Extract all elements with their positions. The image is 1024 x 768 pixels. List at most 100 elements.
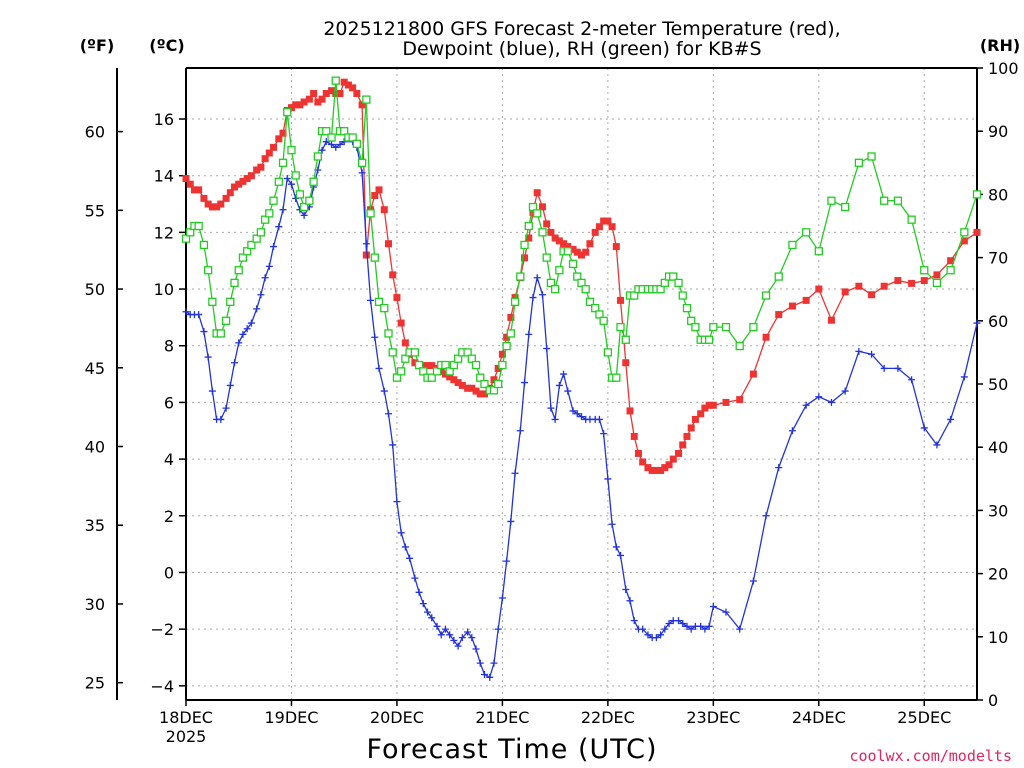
2-meter-temperature-point	[525, 234, 533, 242]
2-meter-temperature-point	[498, 350, 506, 358]
rh-point	[194, 221, 203, 231]
dewpoint-point	[283, 175, 291, 183]
dewpoint-point	[476, 659, 484, 667]
rh-point	[524, 221, 533, 231]
2-meter-temperature-point	[247, 172, 255, 180]
2-meter-temperature-line	[185, 81, 978, 472]
dewpoint-point	[511, 469, 519, 477]
rh-point	[621, 335, 630, 344]
2-meter-temperature-point	[332, 90, 340, 98]
rh-point	[295, 190, 305, 199]
2-meter-temperature-point	[960, 237, 968, 245]
rh-point	[573, 272, 582, 281]
dewpoint-point	[516, 427, 524, 435]
dewpoint-point	[239, 330, 247, 338]
rh-point	[243, 247, 252, 256]
rh-point	[230, 278, 239, 288]
2-meter-temperature-point	[265, 149, 273, 157]
dewpoint-point	[762, 512, 770, 520]
2-meter-temperature-point	[788, 302, 796, 310]
axes: 18DEC 19DEC 20DEC 21DEC 22DEC 23DEC 24DEC 25DEC…	[85, 59, 1019, 727]
dewpoint-point	[973, 319, 981, 327]
dewpoint-point	[406, 554, 414, 562]
fahrenheit-tick-label: 55	[85, 201, 105, 220]
rh-point	[533, 209, 542, 218]
2-meter-temperature-point	[639, 458, 647, 466]
2-meter-temperature-point	[675, 449, 683, 457]
fahrenheit-tick-label: 35	[85, 516, 105, 535]
rh-line	[185, 80, 978, 391]
celsius-axis-label: (ºC)	[149, 36, 184, 55]
2-meter-temperature-point	[630, 432, 638, 440]
dewpoint-point	[569, 407, 577, 415]
rh-tick-label: 60	[988, 312, 1008, 331]
rh-point	[274, 177, 283, 186]
dewpoint-point	[709, 602, 717, 610]
dewpoint-point	[433, 622, 441, 630]
dewpoint-point	[200, 328, 208, 336]
dewpoint-point	[318, 146, 326, 154]
2-meter-temperature-point	[687, 424, 695, 432]
2-meter-temperature-point	[200, 194, 208, 202]
rh-point	[221, 316, 231, 325]
2-meter-temperature-point	[600, 217, 608, 225]
2-meter-temperature-point	[547, 228, 555, 236]
rh-point	[370, 253, 379, 262]
2-meter-temperature-point	[235, 180, 243, 188]
rh-point	[907, 215, 916, 224]
2-meter-temperature-point	[521, 254, 529, 262]
dewpoint-point	[657, 631, 665, 639]
2-meter-temperature-point	[190, 186, 198, 194]
rh-point	[327, 133, 336, 142]
dewpoint-point	[480, 670, 488, 678]
celsius-tick-label: 2	[164, 507, 174, 526]
2-meter-temperature-point	[296, 101, 304, 109]
celsius-tick-label: 14	[154, 167, 174, 186]
celsius-tick-label: 0	[164, 563, 174, 582]
dewpoint-point	[908, 376, 916, 384]
rh-point	[322, 127, 331, 136]
rh-point	[920, 266, 929, 275]
2-meter-temperature-point	[441, 370, 449, 378]
rh-point	[238, 253, 248, 262]
rh-point	[555, 266, 564, 275]
2-meter-temperature-point	[253, 166, 261, 174]
2-meter-temperature-point	[464, 384, 472, 392]
rh-point	[788, 240, 797, 250]
2-meter-temperature-point	[908, 279, 916, 287]
dewpoint-point	[538, 291, 546, 299]
2-meter-temperature-point	[868, 291, 876, 299]
2-meter-temperature-point	[569, 245, 577, 253]
rh-point	[687, 316, 696, 325]
dewpoint-point	[652, 634, 660, 642]
dewpoint-point	[687, 625, 695, 633]
2-meter-temperature-point	[275, 135, 283, 143]
dewpoint-point	[222, 404, 230, 412]
2-meter-temperature-point	[709, 401, 717, 409]
2-meter-temperature-point	[362, 251, 370, 259]
2-meter-temperature-point	[855, 282, 863, 290]
rh-point	[427, 373, 436, 382]
rh-point	[546, 278, 556, 288]
dewpoint-point	[705, 622, 713, 630]
dewpoint-point	[362, 240, 370, 248]
fahrenheit-tick-label: 45	[85, 359, 105, 378]
2-meter-temperature-point	[340, 78, 348, 86]
2-meter-temperature-point	[644, 464, 652, 472]
rh-point	[445, 367, 454, 376]
2-meter-temperature-point	[841, 288, 849, 296]
dewpoint-point	[639, 625, 647, 633]
2-meter-temperature-point	[722, 398, 730, 406]
rh-tick-label: 30	[988, 501, 1008, 520]
dewpoint-point	[947, 415, 955, 423]
rh-point	[181, 234, 191, 243]
rh-point	[612, 373, 621, 382]
celsius-tick-label: 6	[164, 393, 174, 412]
dewpoint-point	[802, 401, 810, 409]
dewpoint-point	[595, 415, 603, 423]
rh-point	[528, 202, 538, 212]
dewpoint-point	[494, 625, 502, 633]
2-meter-temperature-point	[480, 390, 488, 398]
2-meter-temperature-point	[458, 381, 466, 389]
rh-point	[506, 329, 515, 338]
